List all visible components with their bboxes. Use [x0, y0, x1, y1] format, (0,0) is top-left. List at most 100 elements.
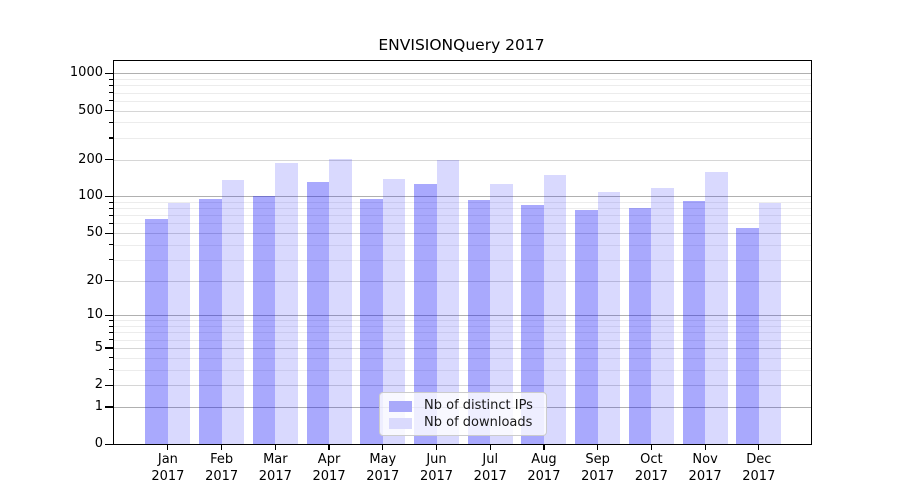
legend-item-nb-of-downloads: Nb of downloads [389, 415, 537, 431]
minor-gridline [114, 110, 811, 112]
x-tick-mark [274, 445, 276, 450]
y-minor-tick-mark [109, 369, 113, 371]
minor-gridline [114, 92, 811, 94]
y-minor-tick-mark [109, 201, 113, 203]
major-gridline [114, 73, 811, 75]
y-tick-mark [105, 347, 113, 349]
legend-label: Nb of distinct IPs [424, 398, 533, 413]
x-tick-label-line: Nov [692, 452, 718, 467]
bar-nb-of-distinct-ips-oct-2017 [628, 208, 652, 444]
bar-nb-of-downloads-sep-2017 [597, 191, 621, 444]
y-tick-label: 1000 [69, 65, 103, 81]
y-tick-mark [105, 314, 113, 317]
gridlines-layer [114, 61, 811, 444]
bar-nb-of-downloads-may-2017 [382, 178, 406, 444]
x-tick-mark [704, 445, 706, 450]
x-tick-label-line: Sep [585, 452, 610, 467]
x-tick-label-line: 2017 [312, 469, 346, 484]
minor-gridline [114, 79, 811, 81]
minor-gridline [114, 244, 811, 246]
x-tick-mark [435, 445, 438, 450]
x-tick-label: Feb 2017 [194, 451, 250, 485]
minor-gridline [114, 332, 811, 334]
x-tick-label-line: Feb [210, 452, 234, 467]
bar-nb-of-distinct-ips-feb-2017 [199, 198, 222, 444]
minor-gridline [114, 233, 811, 235]
y-tick-label: 50 [86, 225, 103, 241]
bar-nb-of-downloads-jul-2017 [490, 183, 513, 444]
bar-nb-of-downloads-feb-2017 [221, 180, 245, 444]
bar-nb-of-distinct-ips-may-2017 [360, 199, 383, 444]
x-tick-mark [382, 445, 384, 450]
x-tick-label: Jan 2017 [140, 451, 196, 485]
minor-gridline [114, 280, 811, 282]
minor-gridline [114, 122, 811, 124]
y-tick-mark [105, 443, 113, 445]
x-tick-label: Oct 2017 [623, 451, 679, 485]
bar-nb-of-downloads-aug-2017 [543, 174, 567, 444]
y-tick-label: 10 [86, 307, 103, 323]
y-minor-tick-mark [109, 137, 113, 139]
legend: Nb of distinct IPs Nb of downloads [379, 392, 547, 436]
bar-nb-of-distinct-ips-jul-2017 [467, 199, 491, 444]
y-minor-tick-mark [109, 222, 113, 225]
y-tick-mark [105, 406, 113, 408]
major-gridline [114, 315, 811, 317]
bar-nb-of-downloads-nov-2017 [705, 172, 728, 444]
minor-gridline [114, 357, 811, 359]
x-tick-label-line: 2017 [742, 469, 776, 484]
y-minor-tick-mark [109, 214, 113, 217]
y-minor-tick-mark [109, 319, 113, 322]
x-tick-label: Dec 2017 [731, 451, 787, 485]
y-tick-label: 20 [86, 272, 103, 288]
y-minor-tick-mark [109, 331, 113, 334]
minor-gridline [114, 339, 811, 341]
x-tick-label-line: Jul [482, 452, 499, 467]
y-tick-mark [105, 72, 113, 75]
chart-title: ENVISIONQuery 2017 [378, 36, 545, 54]
minor-gridline [114, 259, 811, 261]
bar-nb-of-distinct-ips-dec-2017 [736, 228, 759, 444]
plot-area [113, 60, 812, 445]
bar-nb-of-downloads-dec-2017 [758, 202, 782, 444]
y-minor-tick-mark [109, 339, 113, 341]
y-tick-mark [105, 280, 113, 282]
minor-gridline [114, 320, 811, 322]
y-tick-label: 0 [94, 436, 103, 451]
x-tick-mark [758, 445, 760, 450]
y-minor-tick-mark [109, 357, 113, 359]
x-tick-label: Apr 2017 [301, 451, 357, 485]
legend-swatch-nb-of-distinct-ips [389, 400, 412, 412]
y-tick-label: 500 [78, 102, 103, 118]
minor-gridline [114, 100, 811, 102]
bar-nb-of-distinct-ips-mar-2017 [252, 196, 276, 444]
y-tick-label: 1 [94, 398, 103, 414]
x-tick-mark [221, 445, 223, 450]
x-tick-label-line: 2017 [205, 469, 239, 484]
bar-nb-of-downloads-mar-2017 [275, 163, 298, 444]
y-minor-tick-mark [109, 259, 113, 261]
minor-gridline [114, 85, 811, 87]
x-tick-label: May 2017 [355, 451, 411, 485]
bars-layer [114, 61, 811, 444]
x-tick-label-line: 2017 [419, 469, 454, 484]
minor-gridline [114, 159, 811, 161]
minor-gridline [114, 385, 811, 387]
x-tick-mark [328, 445, 330, 450]
y-tick-mark [105, 232, 113, 234]
x-tick-label-line: 2017 [688, 469, 722, 484]
minor-gridline [114, 369, 811, 371]
x-tick-label: Jun 2017 [409, 451, 465, 485]
x-tick-label-line: 2017 [634, 469, 668, 484]
x-tick-label-line: 2017 [527, 469, 561, 484]
y-tick-mark [105, 384, 113, 386]
x-tick-label-line: 2017 [258, 469, 292, 484]
y-minor-tick-mark [109, 121, 113, 124]
bar-nb-of-distinct-ips-jun-2017 [414, 183, 437, 444]
minor-gridline [114, 208, 811, 210]
y-tick-label: 2 [94, 377, 103, 393]
x-tick-label-line: Mar [263, 452, 288, 467]
minor-gridline [114, 223, 811, 225]
y-minor-tick-mark [109, 100, 113, 102]
bar-nb-of-distinct-ips-apr-2017 [306, 182, 330, 444]
